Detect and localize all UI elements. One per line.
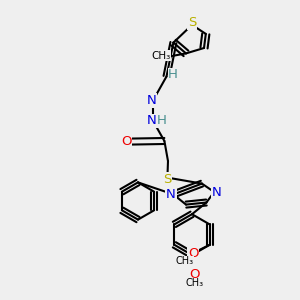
Text: O: O [188, 247, 198, 260]
Text: O: O [190, 268, 200, 281]
Text: N: N [147, 114, 156, 128]
Text: S: S [188, 16, 196, 29]
Text: N: N [212, 185, 221, 199]
Text: CH₃: CH₃ [175, 256, 193, 266]
Text: N: N [166, 188, 176, 201]
Text: N: N [147, 94, 156, 107]
Text: H: H [168, 68, 178, 82]
Text: CH₃: CH₃ [151, 51, 170, 61]
Text: CH₃: CH₃ [186, 278, 204, 289]
Text: S: S [163, 172, 172, 186]
Text: H: H [157, 114, 167, 128]
Text: O: O [121, 135, 131, 148]
